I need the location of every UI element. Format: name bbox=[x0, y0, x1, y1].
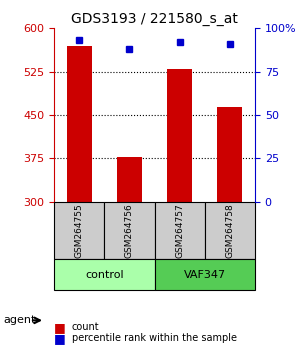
Text: agent: agent bbox=[3, 315, 35, 325]
Text: GSM264756: GSM264756 bbox=[125, 203, 134, 258]
Text: ■: ■ bbox=[54, 332, 66, 344]
FancyBboxPatch shape bbox=[154, 259, 255, 290]
Text: percentile rank within the sample: percentile rank within the sample bbox=[72, 333, 237, 343]
Text: VAF347: VAF347 bbox=[184, 270, 226, 280]
Text: ■: ■ bbox=[54, 321, 66, 334]
Text: GSM264758: GSM264758 bbox=[225, 203, 234, 258]
Bar bbox=[67, 46, 92, 202]
Title: GDS3193 / 221580_s_at: GDS3193 / 221580_s_at bbox=[71, 12, 238, 26]
Bar bbox=[217, 108, 242, 202]
FancyBboxPatch shape bbox=[205, 202, 255, 259]
FancyBboxPatch shape bbox=[54, 259, 154, 290]
FancyBboxPatch shape bbox=[104, 202, 154, 259]
Bar bbox=[117, 156, 142, 202]
Bar bbox=[167, 69, 192, 202]
FancyBboxPatch shape bbox=[54, 202, 104, 259]
FancyBboxPatch shape bbox=[154, 202, 205, 259]
Text: GSM264757: GSM264757 bbox=[175, 203, 184, 258]
Text: control: control bbox=[85, 270, 124, 280]
Text: count: count bbox=[72, 322, 100, 332]
Text: GSM264755: GSM264755 bbox=[75, 203, 84, 258]
